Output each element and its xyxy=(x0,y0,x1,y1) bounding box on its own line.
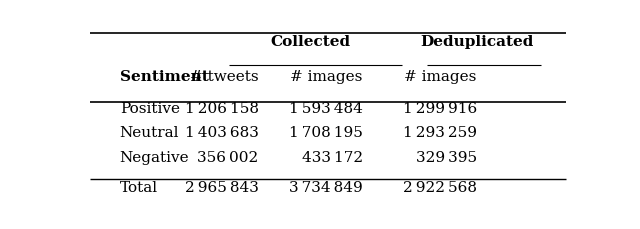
Text: 1 293 259: 1 293 259 xyxy=(403,126,477,140)
Text: # images: # images xyxy=(291,70,363,84)
Text: 1 708 195: 1 708 195 xyxy=(289,126,363,140)
Text: 356 002: 356 002 xyxy=(197,151,259,165)
Text: Collected: Collected xyxy=(271,35,351,49)
Text: 1 593 484: 1 593 484 xyxy=(289,102,363,116)
Text: Negative: Negative xyxy=(120,151,189,165)
Text: 433 172: 433 172 xyxy=(301,151,363,165)
Text: 1 299 916: 1 299 916 xyxy=(403,102,477,116)
Text: 2 965 843: 2 965 843 xyxy=(185,181,259,195)
Text: Positive: Positive xyxy=(120,102,180,116)
Text: Sentiment: Sentiment xyxy=(120,70,209,84)
Text: Deduplicated: Deduplicated xyxy=(420,35,534,49)
Text: Total: Total xyxy=(120,181,158,195)
Text: 1 403 683: 1 403 683 xyxy=(185,126,259,140)
Text: # images: # images xyxy=(404,70,477,84)
Text: # tweets: # tweets xyxy=(190,70,259,84)
Text: 2 922 568: 2 922 568 xyxy=(403,181,477,195)
Text: 329 395: 329 395 xyxy=(415,151,477,165)
Text: 3 734 849: 3 734 849 xyxy=(289,181,363,195)
Text: 1 206 158: 1 206 158 xyxy=(184,102,259,116)
Text: Neutral: Neutral xyxy=(120,126,179,140)
